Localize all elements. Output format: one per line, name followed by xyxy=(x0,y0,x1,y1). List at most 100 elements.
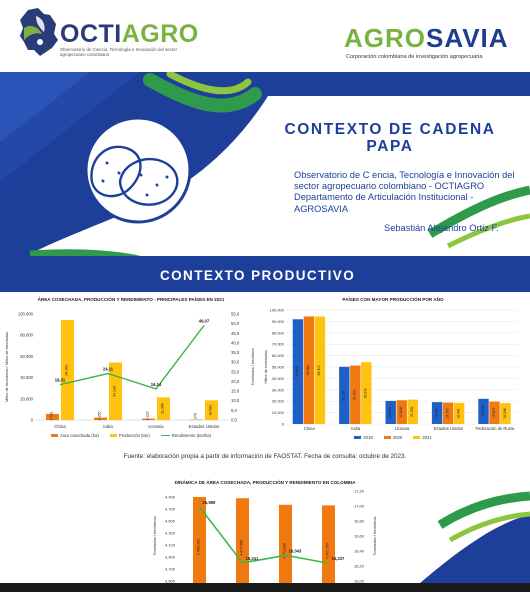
y-tick-label: 3.700 xyxy=(165,567,176,572)
bar-area-cosechada xyxy=(94,417,107,420)
data-label: 24,11 xyxy=(103,367,114,372)
chart-title: DINÁMICA DE ÁREA COSECHADA, PRODUCCIÓN Y… xyxy=(174,480,356,485)
y-right-tick-label: 40,0 xyxy=(231,340,240,345)
bottom-strip xyxy=(0,583,530,592)
chart-1-plot: 0 20.000 40.000 60.000 80.000 100.000 0,0 5,0 10… xyxy=(4,312,255,430)
y-right-tick-label: 16,40 xyxy=(354,549,365,554)
data-label: 19.607 xyxy=(492,408,496,418)
y-tick-label: 70.000 xyxy=(272,342,285,347)
data-label: 21.356 xyxy=(161,403,165,414)
y-tick-label: 60.000 xyxy=(20,354,33,359)
y-tick-label: 100.000 xyxy=(18,312,34,317)
data-label: 20.269 xyxy=(388,407,392,417)
page-title: CONTEXTO DE CADENA PAPA xyxy=(284,121,496,155)
agrosavia-subtitle: Corporación colombiana de investigación … xyxy=(346,54,483,60)
bar-produccion-colombia xyxy=(193,497,206,589)
y-right-tick-label: 16,00 xyxy=(354,579,365,584)
data-label: 2.250 xyxy=(98,412,102,421)
y-right-tick-label: 20,0 xyxy=(231,379,240,384)
agrosavia-wordmark: AGROSAVIA xyxy=(344,23,509,53)
bar-2019 xyxy=(292,319,304,424)
header: OCTIAGRO Observatorio de Ciencia, Tecnol… xyxy=(0,0,530,72)
y-tick-label: 80.000 xyxy=(20,333,33,338)
data-label: 21.356 xyxy=(410,407,414,417)
bar-2020 xyxy=(350,365,361,424)
data-label: 22.074 xyxy=(481,406,485,416)
x-tick-label: Ucrania xyxy=(148,424,164,429)
y-tick-label: 100.000 xyxy=(270,308,285,313)
bar-2021 xyxy=(453,402,465,424)
bar-2021 xyxy=(407,399,418,424)
source-note: Fuente: elaboración propia a partir de i… xyxy=(123,453,407,460)
chart-colombia-dynamics: DINÁMICA DE ÁREA COSECHADA, PRODUCCIÓN Y… xyxy=(150,477,380,589)
bar-2021 xyxy=(361,362,372,424)
y-tick-label: 80.000 xyxy=(272,330,285,335)
author-name: Sebastián Alejandro Ortiz F. xyxy=(384,223,499,233)
bar-produccion-colombia xyxy=(236,498,249,589)
line-rendimiento xyxy=(59,325,205,390)
y-tick-label: 10.000 xyxy=(272,410,285,415)
y-tick-label: 0 xyxy=(282,422,285,427)
bar-produccion-colombia xyxy=(322,505,335,589)
y-tick-label: 30.000 xyxy=(272,387,285,392)
bar-2020 xyxy=(396,400,407,424)
y-tick-label: 3.900 xyxy=(165,555,176,560)
y-tick-label: 40.000 xyxy=(20,375,33,380)
x-tick-label: India xyxy=(351,426,361,431)
y-right-tick-label: 17,20 xyxy=(354,489,365,494)
y-right-tick-label: 15,0 xyxy=(231,389,240,394)
potato-icon xyxy=(90,145,179,206)
bar-produccion xyxy=(205,400,218,420)
bar-produccion xyxy=(61,319,74,420)
x-tick-label: China xyxy=(304,426,316,431)
x-tick-label: Federación de Rusia xyxy=(475,426,514,431)
y-right-tick-label: 16,60 xyxy=(354,534,365,539)
y-tick-label: 4.700 xyxy=(165,507,176,512)
y-right-tick-label: 50,0 xyxy=(231,321,240,326)
data-label: 4.877,380 xyxy=(240,540,244,556)
y-tick-label: 40.000 xyxy=(272,376,285,381)
y-right-tick-label: 10,0 xyxy=(231,398,240,403)
y-tick-label: 50.000 xyxy=(272,365,285,370)
y-axis-label: Toneladas / hectáreas xyxy=(152,516,157,555)
y-tick-label: 20.000 xyxy=(272,399,285,404)
data-label: 18.296 xyxy=(503,408,507,418)
y-right-tick-label: 16,20 xyxy=(354,564,365,569)
bar-2020 xyxy=(489,401,500,424)
data-label: 18.581 xyxy=(456,408,460,418)
y-axis-label: Miles de hectáreas / Miles de toneladas xyxy=(4,332,9,402)
y-tick-label: 4.900 xyxy=(165,495,176,500)
hero-description: Observatorio de C encia, Tecnología e In… xyxy=(294,170,515,214)
y-right-tick-label: 16,80 xyxy=(354,519,365,524)
data-label: 5.781 xyxy=(50,412,54,421)
bar-2019 xyxy=(431,402,443,424)
chart-1-legend: Área cosechada (ha) Producción (ton) Ren… xyxy=(2,433,260,438)
bar-produccion xyxy=(157,397,170,420)
x-tick-label: Estados Unidos xyxy=(434,426,463,431)
y-tick-label: 90.000 xyxy=(272,319,285,324)
y-right-tick-label: 55,0 xyxy=(231,312,240,317)
section-title: CONTEXTO PRODUCTIVO xyxy=(160,268,356,283)
chart-2-legend: 2019 2020 2021 xyxy=(262,435,524,440)
data-label: 18.581 xyxy=(209,405,213,416)
bar-2020 xyxy=(303,316,315,424)
y-right-axis-label: Toneladas / hectáreas xyxy=(372,516,377,555)
data-label: 18,31 xyxy=(55,378,66,383)
data-label: 19.181 xyxy=(434,408,438,418)
chart-2-plot: 0 10.000 20.000 30.000 40.000 50.000 60.000 70.… xyxy=(263,308,518,431)
data-label: 94.300 xyxy=(317,365,321,375)
bar-area-cosechada xyxy=(46,413,59,420)
octiagro-subtitle: Observatorio de Ciencia, Tecnología e In… xyxy=(60,47,178,58)
y-right-tick-label: 5,0 xyxy=(231,408,237,413)
data-label: 16,237 xyxy=(332,556,345,561)
data-label: 1.323 xyxy=(146,412,150,421)
y-tick-label: 4.500 xyxy=(165,519,176,524)
data-label: 94.362 xyxy=(65,364,69,375)
colombia-map-logo-icon xyxy=(20,8,58,56)
hero-band xyxy=(0,72,530,292)
y-right-tick-label: 25,0 xyxy=(231,369,240,374)
data-label: 16,14 xyxy=(151,382,162,387)
bar-2019 xyxy=(385,400,396,424)
data-label: 16,241 xyxy=(246,556,259,561)
data-label: 50.190 xyxy=(342,390,346,400)
